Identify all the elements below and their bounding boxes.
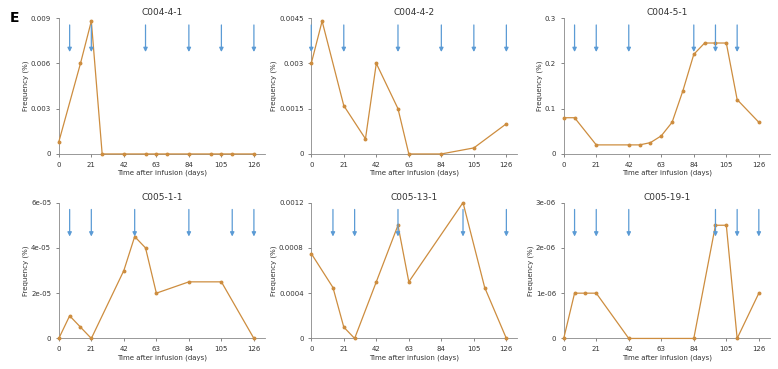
Title: C004-4-2: C004-4-2 <box>394 8 435 17</box>
Title: C005-19-1: C005-19-1 <box>643 193 690 202</box>
Title: C005-1-1: C005-1-1 <box>141 193 183 202</box>
Y-axis label: Frequency (%): Frequency (%) <box>270 245 277 296</box>
Y-axis label: Frequency (%): Frequency (%) <box>527 245 534 296</box>
X-axis label: Time after infusion (days): Time after infusion (days) <box>622 354 712 361</box>
Title: C004-5-1: C004-5-1 <box>646 8 688 17</box>
X-axis label: Time after infusion (days): Time after infusion (days) <box>370 354 459 361</box>
X-axis label: Time after infusion (days): Time after infusion (days) <box>370 170 459 176</box>
X-axis label: Time after infusion (days): Time after infusion (days) <box>622 170 712 176</box>
Title: C005-13-1: C005-13-1 <box>391 193 438 202</box>
Title: C004-4-1: C004-4-1 <box>141 8 182 17</box>
Y-axis label: Frequency (%): Frequency (%) <box>23 245 29 296</box>
Text: E: E <box>9 11 19 25</box>
X-axis label: Time after infusion (days): Time after infusion (days) <box>117 170 207 176</box>
Y-axis label: Frequency (%): Frequency (%) <box>23 61 29 111</box>
Y-axis label: Frequency (%): Frequency (%) <box>536 61 543 111</box>
Y-axis label: Frequency (%): Frequency (%) <box>271 61 277 111</box>
X-axis label: Time after infusion (days): Time after infusion (days) <box>117 354 207 361</box>
